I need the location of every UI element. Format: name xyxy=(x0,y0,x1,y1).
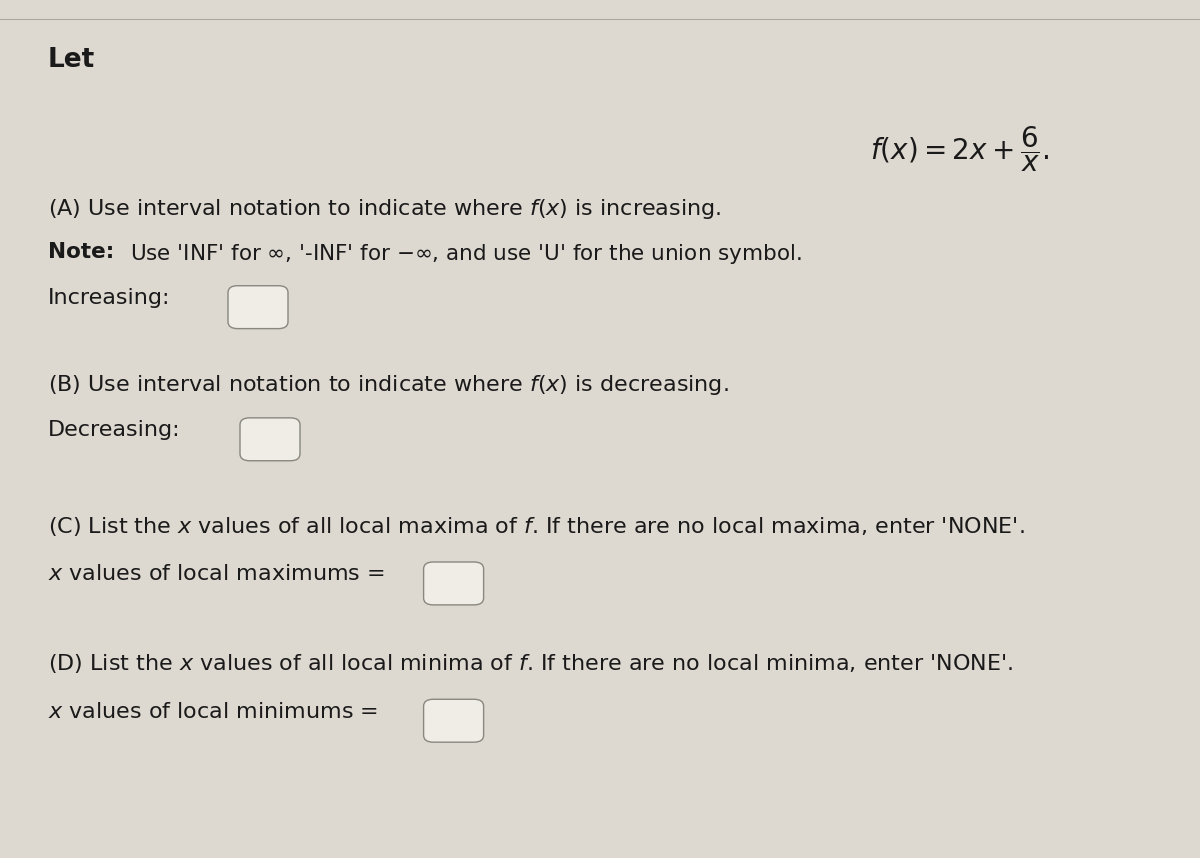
Text: $x$ values of local maximums =: $x$ values of local maximums = xyxy=(48,564,385,583)
Text: Decreasing:: Decreasing: xyxy=(48,420,181,440)
Text: (B) Use interval notation to indicate where $f(x)$ is decreasing.: (B) Use interval notation to indicate wh… xyxy=(48,373,728,397)
Text: Let: Let xyxy=(48,47,95,73)
FancyBboxPatch shape xyxy=(240,418,300,461)
Text: (C) List the $x$ values of all local maxima of $f$. If there are no local maxima: (C) List the $x$ values of all local max… xyxy=(48,515,1025,538)
FancyBboxPatch shape xyxy=(424,699,484,742)
Text: Increasing:: Increasing: xyxy=(48,288,170,308)
Text: (D) List the $x$ values of all local minima of $f$. If there are no local minima: (D) List the $x$ values of all local min… xyxy=(48,652,1013,675)
Text: (A) Use interval notation to indicate where $f(x)$ is increasing.: (A) Use interval notation to indicate wh… xyxy=(48,197,721,221)
Text: Use 'INF' for $\infty$, '-INF' for $-\infty$, and use 'U' for the union symbol.: Use 'INF' for $\infty$, '-INF' for $-\in… xyxy=(130,242,802,266)
FancyBboxPatch shape xyxy=(424,562,484,605)
Text: $f(x) = 2x + \dfrac{6}{x}.$: $f(x) = 2x + \dfrac{6}{x}.$ xyxy=(870,124,1050,174)
FancyBboxPatch shape xyxy=(228,286,288,329)
Text: $x$ values of local minimums =: $x$ values of local minimums = xyxy=(48,702,378,722)
Text: Note:: Note: xyxy=(48,242,114,262)
